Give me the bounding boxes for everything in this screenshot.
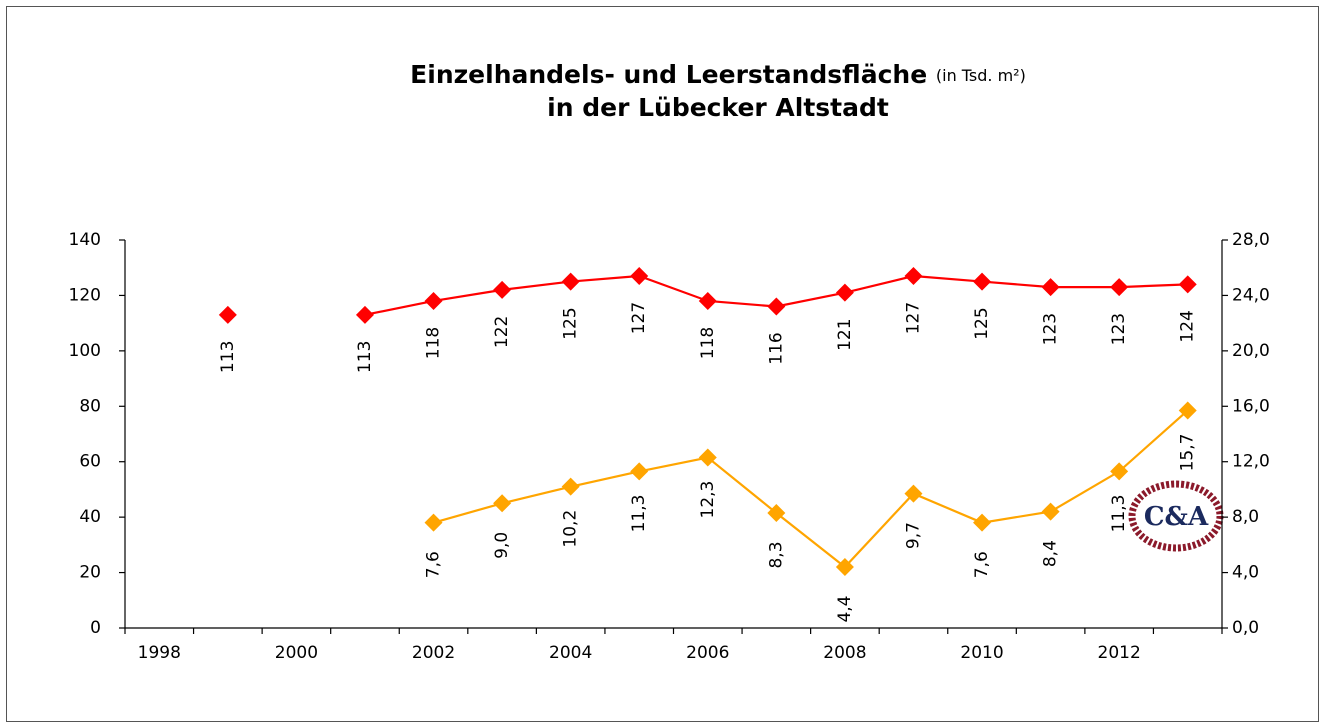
data-label: 4,4 bbox=[835, 596, 855, 623]
data-label: 113 bbox=[355, 341, 375, 373]
y2-tick-label: 20,0 bbox=[1232, 341, 1270, 361]
x-tick-label: 2012 bbox=[1098, 643, 1141, 663]
y-tick-label: 20 bbox=[79, 563, 101, 583]
y-tick-label: 100 bbox=[69, 341, 101, 361]
data-label: 7,6 bbox=[424, 551, 444, 578]
data-label: 9,7 bbox=[903, 522, 923, 549]
y2-tick-label: 12,0 bbox=[1232, 452, 1270, 472]
data-label: 122 bbox=[492, 316, 512, 348]
x-tick-label: 2010 bbox=[960, 643, 1003, 663]
data-label: 8,4 bbox=[1041, 540, 1061, 567]
y2-tick-label: 16,0 bbox=[1232, 396, 1270, 416]
data-label: 11,3 bbox=[629, 494, 649, 532]
y-tick-label: 140 bbox=[69, 230, 101, 250]
data-label: 125 bbox=[561, 307, 581, 339]
chart: Einzelhandels- und Leerstandsfläche (in … bbox=[0, 0, 1325, 728]
data-label: 11,3 bbox=[1109, 494, 1129, 532]
logo-text: C&A bbox=[1144, 502, 1209, 532]
data-label: 7,6 bbox=[972, 551, 992, 578]
y-tick-label: 80 bbox=[79, 396, 101, 416]
data-label: 124 bbox=[1178, 310, 1198, 342]
y-tick-label: 0 bbox=[90, 618, 101, 638]
data-label: 10,2 bbox=[561, 510, 581, 548]
data-label: 8,3 bbox=[766, 541, 786, 568]
data-label: 113 bbox=[218, 341, 238, 373]
y-tick-label: 40 bbox=[79, 507, 101, 527]
data-label: 116 bbox=[766, 332, 786, 364]
y2-tick-label: 28,0 bbox=[1232, 230, 1270, 250]
chart-title: Einzelhandels- und Leerstandsfläche (in … bbox=[410, 60, 1026, 89]
logo: C&A bbox=[1132, 484, 1220, 548]
data-label: 12,3 bbox=[698, 481, 718, 519]
chart-subtitle: in der Lübecker Altstadt bbox=[547, 93, 889, 122]
y-tick-label: 120 bbox=[69, 285, 101, 305]
data-label: 127 bbox=[903, 302, 923, 334]
y2-tick-label: 4,0 bbox=[1232, 563, 1259, 583]
y2-tick-label: 0,0 bbox=[1232, 618, 1259, 638]
data-label: 118 bbox=[424, 327, 444, 359]
y2-tick-label: 8,0 bbox=[1232, 507, 1259, 527]
x-tick-label: 2002 bbox=[412, 643, 455, 663]
data-label: 121 bbox=[835, 318, 855, 350]
data-label: 9,0 bbox=[492, 532, 512, 559]
data-label: 127 bbox=[629, 302, 649, 334]
data-label: 15,7 bbox=[1178, 434, 1198, 472]
x-tick-label: 1998 bbox=[138, 643, 181, 663]
x-tick-label: 2004 bbox=[549, 643, 592, 663]
x-tick-label: 2008 bbox=[823, 643, 866, 663]
y2-tick-label: 24,0 bbox=[1232, 285, 1270, 305]
data-label: 125 bbox=[972, 307, 992, 339]
y-tick-label: 60 bbox=[79, 452, 101, 472]
data-label: 118 bbox=[698, 327, 718, 359]
title-units: (in Tsd. m²) bbox=[936, 66, 1026, 85]
data-label: 123 bbox=[1041, 313, 1061, 345]
x-tick-label: 2000 bbox=[275, 643, 318, 663]
x-tick-label: 2006 bbox=[686, 643, 729, 663]
title-main: Einzelhandels- und Leerstandsfläche bbox=[410, 60, 927, 89]
data-label: 123 bbox=[1109, 313, 1129, 345]
